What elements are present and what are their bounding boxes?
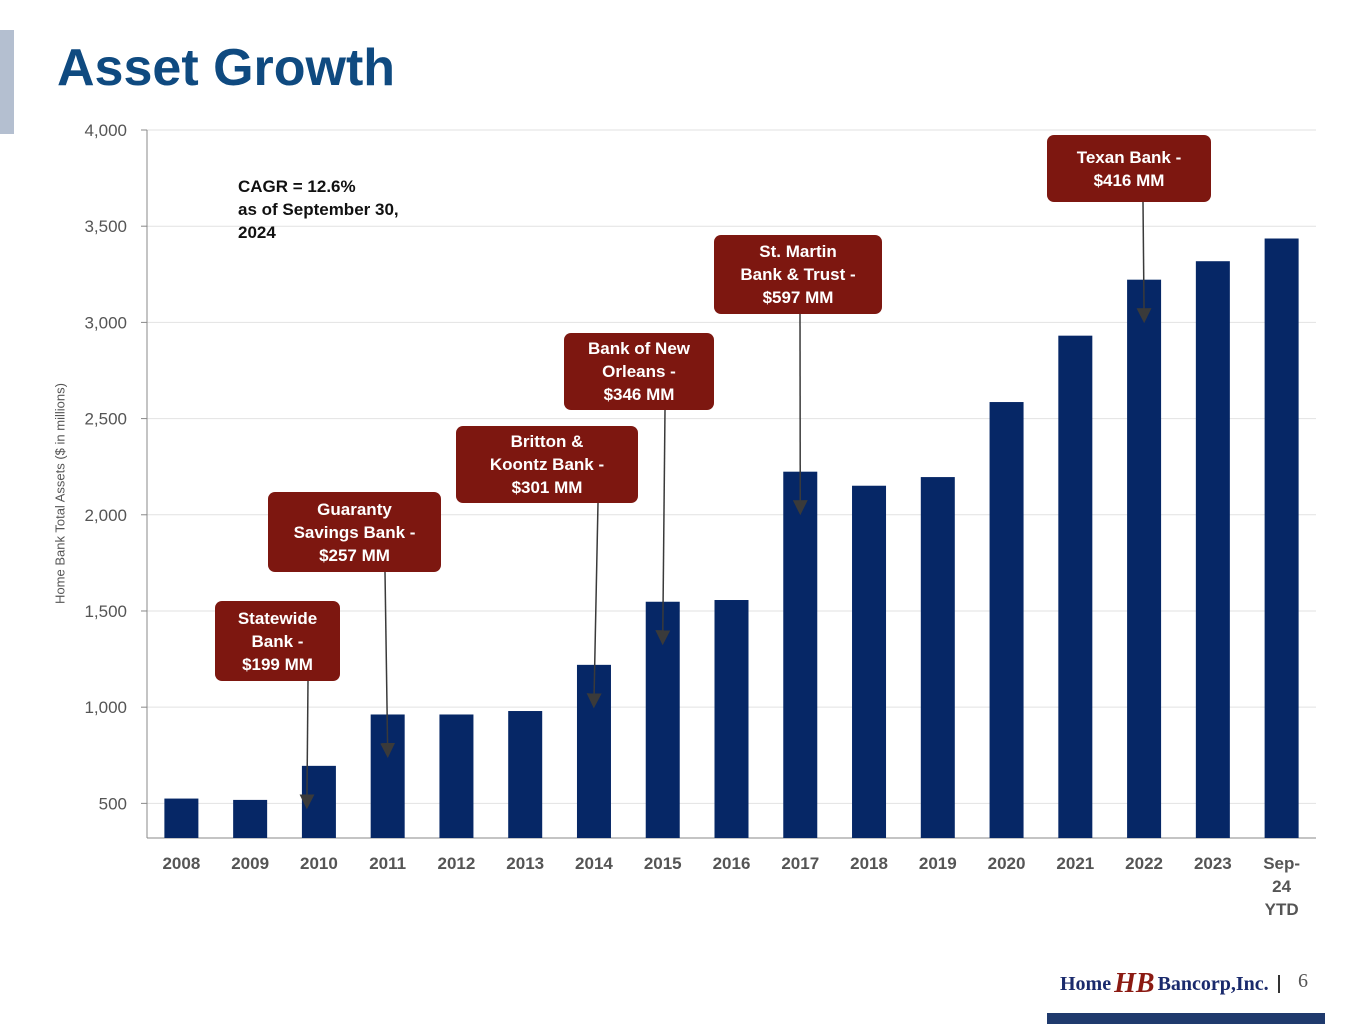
bar [1127, 279, 1162, 838]
bar [714, 600, 749, 838]
x-tick-label: 2010 [300, 854, 338, 873]
callout-line: $257 MM [319, 545, 390, 565]
callout-texan-bank: Texan Bank - $416 MM [1047, 135, 1211, 202]
page-number-separator [1278, 975, 1280, 993]
logo-mark: HB [1114, 968, 1155, 999]
callout-arrow [299, 680, 315, 810]
x-tick-label: 2013 [506, 854, 544, 873]
bar [508, 711, 543, 838]
callout-line: Koontz Bank - [489, 455, 605, 474]
y-tick-label: 4,000 [84, 121, 127, 140]
x-tick-label: 2009 [231, 854, 269, 873]
x-tick-label: 2008 [162, 854, 200, 873]
cagr-line: as of September 30, [238, 200, 399, 219]
bar [783, 471, 818, 838]
callout-line: Texan Bank - [1076, 147, 1182, 167]
callout-guaranty-savings-bank: Guaranty Savings Bank - $257 MM [268, 492, 441, 572]
x-tick-label: 2011 [369, 854, 406, 873]
callout-statewide-bank: Statewide Bank - $199 MM [215, 601, 340, 681]
x-tick-label: 2016 [713, 854, 751, 873]
callout-line: Bank - [251, 631, 304, 651]
callout-line: $346 MM [603, 385, 675, 404]
callout-line: $301 MM [511, 478, 583, 497]
x-tick-label: 2022 [1125, 854, 1163, 873]
y-tick-label: 3,000 [84, 313, 127, 332]
callout-line: $416 MM [1093, 170, 1165, 190]
callout-line: Orleans - [602, 362, 676, 381]
x-tick-label: 2014 [575, 854, 613, 873]
y-tick-label: 1,000 [84, 698, 127, 717]
x-tick-label: 2018 [850, 854, 888, 873]
bar [1264, 238, 1299, 839]
bar [1195, 261, 1230, 838]
bar [920, 477, 955, 838]
x-tick-label: 2017 [781, 854, 819, 873]
callout-line: Statewide [237, 608, 318, 628]
callout-arrow [586, 502, 602, 709]
cagr-line: CAGR = 12.6% [238, 177, 356, 196]
y-axis-title: Home Bank Total Assets ($ in millions) [52, 383, 68, 604]
cagr-note: CAGR = 12.6% as of September 30, 2024 [238, 175, 438, 244]
x-tick-label: 2012 [438, 854, 476, 873]
y-tick-label: 3,500 [84, 217, 127, 236]
callout-line: $199 MM [242, 654, 313, 674]
home-bancorp-logo: Home HB Bancorp,Inc. [1060, 968, 1269, 1000]
y-tick-label: 2,500 [84, 410, 127, 429]
callout-st-martin-bank-trust: St. Martin Bank & Trust - $597 MM [714, 235, 882, 314]
x-tick-label: 2023 [1194, 854, 1232, 873]
bar [439, 714, 474, 838]
callout-line: Bank of New [587, 339, 691, 358]
bar [989, 402, 1024, 838]
callout-line: Britton & [510, 432, 584, 451]
logo-word-bancorp: Bancorp,Inc. [1157, 972, 1269, 995]
bar [852, 485, 887, 838]
callout-britton-koontz-bank: Britton & Koontz Bank - $301 MM [456, 426, 638, 503]
bar [164, 798, 199, 838]
y-tick-label: 1,500 [84, 602, 127, 621]
x-tick-label: 2021 [1056, 854, 1094, 873]
callout-line: Savings Bank - [293, 522, 416, 542]
callout-line: $597 MM [762, 288, 834, 307]
callout-bank-of-new-orleans: Bank of New Orleans - $346 MM [564, 333, 714, 410]
y-tick-label: 2,000 [84, 506, 127, 525]
y-tick-label: 500 [99, 794, 127, 813]
title-accent-bar [0, 30, 14, 134]
callout-line: Guaranty [317, 499, 392, 519]
page-title: Asset Growth [57, 39, 396, 97]
bar [233, 799, 268, 838]
bar [1058, 335, 1093, 838]
x-tick-label: Sep-24 YTD [1263, 854, 1300, 919]
x-tick-label: 2015 [644, 854, 682, 873]
x-tick-label: 2020 [988, 854, 1026, 873]
page-number: 6 [1298, 970, 1308, 992]
footer-bar [1047, 1013, 1325, 1024]
callout-line: St. Martin [759, 242, 837, 261]
logo-word-home: Home [1060, 972, 1112, 995]
callout-arrow [1136, 201, 1152, 324]
callout-arrow [655, 409, 671, 646]
callout-line: Bank & Trust - [740, 265, 856, 284]
cagr-line: 2024 [238, 223, 276, 242]
x-tick-label: 2019 [919, 854, 957, 873]
callout-arrow [380, 571, 396, 758]
